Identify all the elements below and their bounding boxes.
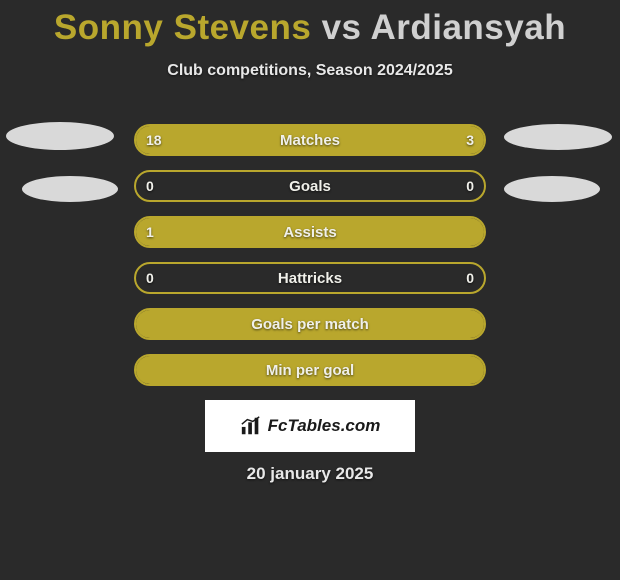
stat-bar-track	[134, 354, 486, 386]
stat-row: Min per goal	[134, 354, 486, 386]
stat-bar-track	[134, 216, 486, 248]
player-badge-0	[6, 122, 114, 150]
stat-bar-track	[134, 170, 486, 202]
player-left-name: Sonny Stevens	[54, 8, 311, 47]
stat-bar-track	[134, 124, 486, 156]
subtitle: Club competitions, Season 2024/2025	[0, 62, 620, 80]
player-badge-1	[504, 124, 612, 150]
vs-word: vs	[322, 8, 362, 47]
player-badge-3	[504, 176, 600, 202]
stat-bar-track	[134, 262, 486, 294]
stat-bar-left	[136, 356, 484, 384]
player-right-name: Ardiansyah	[370, 8, 566, 47]
player-badge-2	[22, 176, 118, 202]
stat-row: Goals per match	[134, 308, 486, 340]
page-title: Sonny Stevens vs Ardiansyah	[0, 0, 620, 48]
stat-bar-track	[134, 308, 486, 340]
stat-row: Assists1	[134, 216, 486, 248]
branding-text: FcTables.com	[268, 416, 381, 436]
stats-container: Matches183 Goals00 Assists1 Hattricks00 Goal…	[0, 124, 620, 386]
branding-box: FcTables.com	[205, 400, 415, 452]
stat-row: Hattricks00	[134, 262, 486, 294]
stat-bar-left	[136, 126, 397, 154]
stat-bar-right	[397, 126, 484, 154]
stat-bar-left	[136, 218, 484, 246]
stat-row: Matches183	[134, 124, 486, 156]
date-text: 20 january 2025	[0, 464, 620, 484]
chart-icon	[240, 415, 262, 437]
stat-bar-left	[136, 310, 484, 338]
stat-row: Goals00	[134, 170, 486, 202]
